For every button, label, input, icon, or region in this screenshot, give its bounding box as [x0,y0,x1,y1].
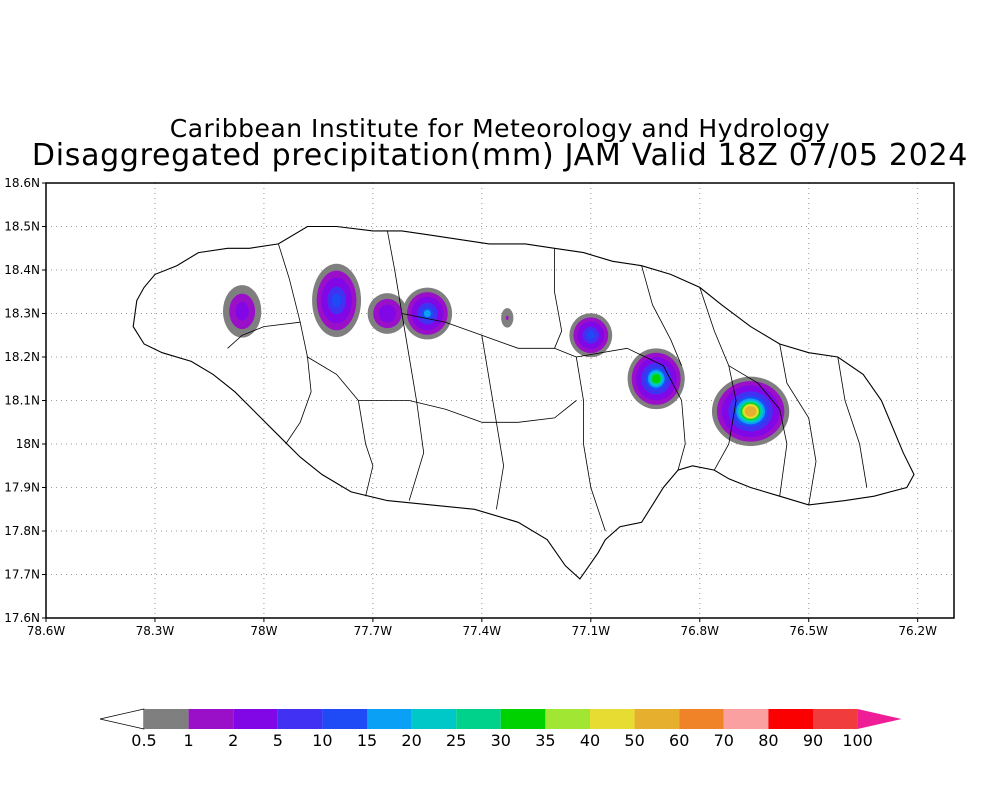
precip-contour [331,293,342,308]
colorbar-swatch [590,709,635,729]
lat-tick-label: 17.8N [4,524,40,538]
precip-contour [651,374,661,384]
coastline [132,225,915,580]
colorbar-label: 30 [491,731,511,750]
parish-boundary [358,400,482,423]
parish-boundary [387,230,425,501]
precip-contour [378,304,397,323]
parish-boundary [837,356,868,488]
parish-boundary [728,365,788,497]
lat-tick-label: 18.5N [4,220,40,234]
jamaica-coastline [132,225,915,580]
colorbar-swatch [723,709,769,729]
colorbar-swatch [768,709,813,729]
colorbar: 0.5 1 2 5 10 15 20 25 30 35 40 50 60 70 80 90 100 [99,708,902,750]
colorbar-label: 15 [357,731,377,750]
precip-cell [569,313,613,358]
lon-tick-label: 76.8W [680,624,719,638]
colorbar-label: 10 [312,731,332,750]
colorbar-swatch [322,709,367,729]
colorbar-swatch [813,709,858,729]
colorbar-label: 100 [842,731,873,750]
precip-cell [501,308,514,328]
precip-contour [423,309,431,318]
colorbar-high-arrow [857,709,902,729]
colorbar-swatch [233,709,278,729]
colorbar-label: 50 [624,731,644,750]
lon-tick-label: 78.3W [136,624,175,638]
precip-cell [222,285,262,338]
parish-boundary [307,356,374,497]
precip-cell [312,263,362,338]
colorbar-low-arrow [99,708,145,730]
lat-tick-label: 18.6N [4,176,40,190]
parish-boundary [481,400,577,423]
colorbar-swatch [188,709,234,729]
lat-tick-label: 18.1N [4,394,40,408]
colorbar-label: 80 [758,731,778,750]
lon-tick-label: 78W [250,624,277,638]
colorbar-label: 35 [535,731,555,750]
precip-cell [367,293,408,334]
parish-boundary [554,248,563,349]
parish-boundary [481,335,505,510]
colorbar-swatch [144,709,189,729]
lat-tick-label: 17.6N [4,611,40,625]
lat-tick-label: 18.2N [4,350,40,364]
colorbar-swatch [500,709,546,729]
colorbar-label: 90 [803,731,823,750]
colorbar-label: 0.5 [131,731,156,750]
colorbar-label: 20 [401,731,421,750]
lat-tick-label: 18N [16,437,40,451]
colorbar-label: 5 [273,731,283,750]
parish-boundary [641,265,682,366]
colorbar-label: 70 [714,731,734,750]
parish-boundary [699,287,737,471]
colorbar-swatch [634,709,680,729]
precip-cell [627,348,685,410]
lat-tick-label: 18.4N [4,263,40,277]
colorbar-swatch [456,709,501,729]
title-line-1: Caribbean Institute for Meteorology and … [169,114,831,143]
lat-tick-label: 17.7N [4,568,40,582]
colorbar-swatch [411,709,457,729]
parish-boundary [227,321,301,349]
lon-tick-label: 76.2W [898,624,937,638]
colorbar-swatch [679,709,724,729]
title-line-2: Disaggregated precipitation(mm) JAM Vali… [31,138,969,173]
colorbar-label: 40 [580,731,600,750]
colorbar-label: 25 [446,731,466,750]
parish-boundary [401,313,577,358]
colorbar-label: 1 [184,731,194,750]
colorbar-swatch [367,709,412,729]
parish-boundary [779,343,817,505]
colorbar-label: 60 [669,731,689,750]
parish-boundary [278,243,312,445]
precip-cell [711,376,790,447]
lon-tick-label: 77.7W [354,624,393,638]
grid-lines [46,183,954,618]
precip-contour [744,406,757,417]
lat-tick-label: 18.3N [4,307,40,321]
precipitation-field [222,263,790,447]
lon-tick-label: 76.5W [789,624,828,638]
parish-boundary [575,356,606,532]
precip-cell [402,287,453,340]
colorbar-label: 2 [228,731,238,750]
lon-tick-label: 77.4W [463,624,502,638]
precip-contour [586,331,595,340]
map-frame [45,182,955,619]
lat-tick-label: 17.9N [4,481,40,495]
precip-contour [235,302,249,321]
precip-contour [505,315,509,320]
parish-boundaries [227,230,868,532]
lon-tick-label: 77.1W [572,624,611,638]
axis-ticks: 78.6W 78.3W 78W 77.7W 77.4W 77.1W 76.8W 76.5W 76… [4,176,937,638]
lon-tick-label: 78.6W [27,624,66,638]
colorbar-swatch [277,709,323,729]
colorbar-swatch [545,709,590,729]
parish-boundary [576,347,686,471]
